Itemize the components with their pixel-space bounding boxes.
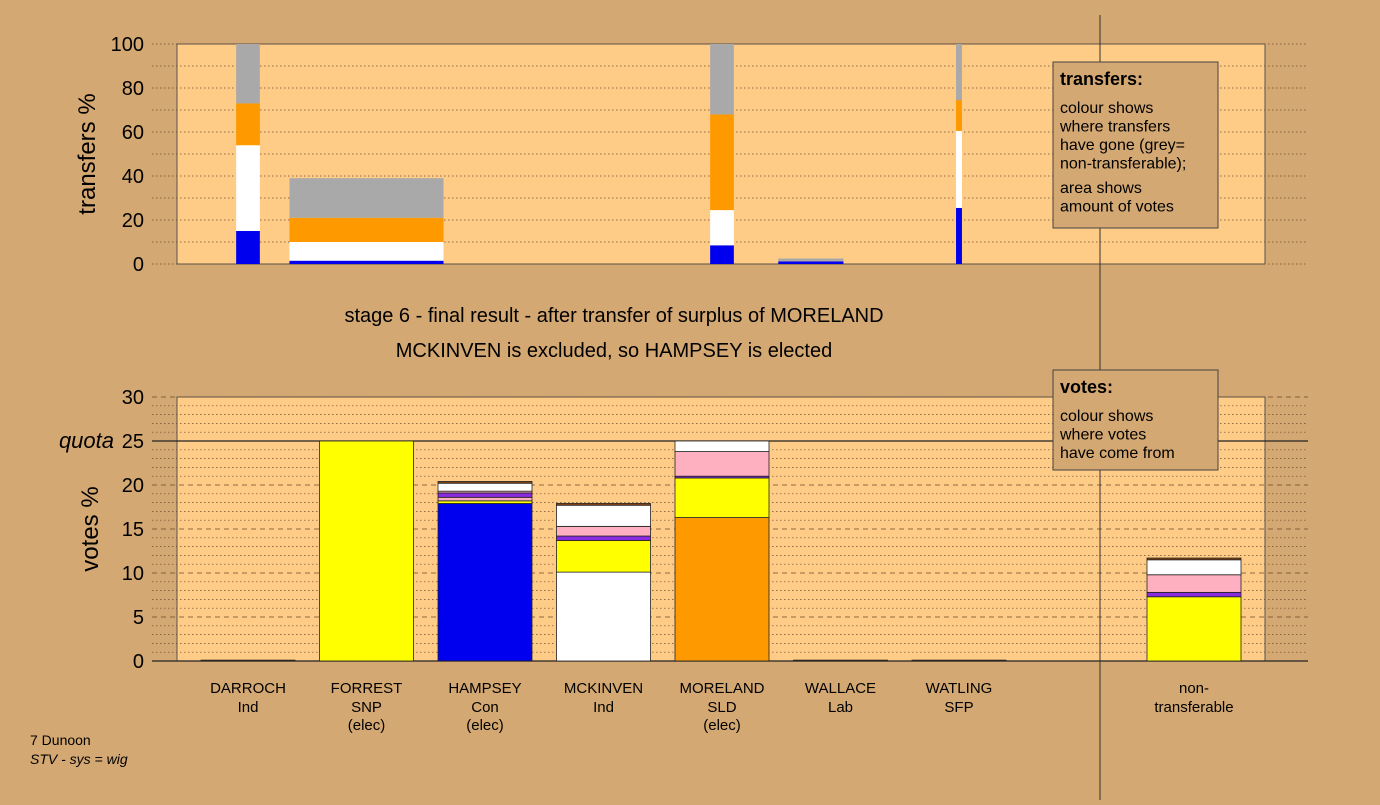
vote-bar-hampsey-segment-blue [437,503,533,662]
candidate-party-label: SNP [351,699,382,716]
transfer-bar-segment-orange [956,100,962,131]
candidate-name-label: DARROCH [210,680,286,697]
votes-tick-label: 10 [122,563,144,585]
transfer-bar-segment-blue [778,261,844,264]
stage-title: stage 6 - final result - after transfer … [344,305,883,327]
vote-bar-moreland-segment-yellow [674,477,770,518]
transfer-bar-segment-grey [289,178,444,218]
votes-legend-line: where votes [1059,427,1146,444]
transfer-bar-segment-blue [236,231,260,264]
vote-bar-mckinven-segment-yellow [556,540,651,573]
vote-bar-moreland-segment-pink [674,451,770,477]
transfers-legend-line: where transfers [1059,119,1170,136]
transfers-tick-label: 100 [111,34,144,56]
vote-bar-mckinven-segment-brown [556,503,651,506]
votes-legend-line: have come from [1060,445,1175,462]
transfers-y-axis-label: transfers % [74,93,101,214]
candidate-party-label: Lab [828,699,853,716]
transfer-bar-segment-white [236,145,260,231]
transfers-legend-title: transfers: [1060,69,1143,89]
transfers-tick-label: 80 [122,78,144,100]
vote-bar-nontransferable-segment-brown [1146,557,1242,561]
votes-legend-title: votes: [1060,377,1113,397]
votes-tick-label: 30 [122,387,144,409]
vote-bar-nontransferable-segment-purple [1146,591,1242,598]
vote-bar-mckinven-segment-white [556,504,651,527]
candidate-party-label: SFP [944,699,973,716]
transfer-bar-segment-white [956,130,962,208]
vote-bar-forrest-segment-yellow [319,440,414,662]
stage-subtitle: MCKINVEN is excluded, so HAMPSEY is elec… [396,340,832,362]
transfers-legend-line: colour shows [1060,100,1153,117]
vote-bar-moreland-segment-white [674,440,770,452]
transfer-bar-segment-orange [289,217,444,242]
vote-bar-mckinven-segment-pink [556,525,651,537]
votes-tick-label: 5 [133,607,144,629]
vote-bar-wallace-segment-brown [793,659,888,662]
transfer-bar-segment-white [289,242,444,261]
candidate-name-label: MCKINVEN [564,680,643,697]
footer-district: 7 Dunoon [30,732,91,748]
transfer-bar-segment-white [710,210,734,246]
transfer-bar-segment-grey [956,44,962,101]
footer-system: STV - sys = wig [30,751,128,767]
votes-tick-label: 25 [122,431,144,453]
transfers-tick-label: 40 [122,166,144,188]
transfers-tick-label: 20 [122,210,144,232]
vote-bar-nontransferable-segment-white [1146,559,1242,576]
transfer-bar-segment-orange [710,114,734,211]
vote-bar-watling-segment-brown [911,659,1007,662]
votes-tick-label: 15 [122,519,144,541]
candidate-name-label: WALLACE [805,680,876,697]
candidate-name-label: MORELAND [679,680,764,697]
transfers-legend-line: area shows [1060,180,1142,197]
vote-bar-darroch-segment-brown [200,659,296,662]
candidate-party-label: Con [471,699,499,716]
candidate-name-label: HAMPSEY [448,680,521,697]
transfer-bar-segment-blue [289,260,444,264]
transfers-legend-line: have gone (grey= [1060,137,1185,154]
nontransferable-label: non- [1179,680,1209,697]
vote-bar-hampsey-segment-pink [437,496,533,502]
candidate-party-label: Ind [238,699,259,716]
transfer-bar-segment-grey [778,258,844,262]
transfers-legend-line: non-transferable); [1060,156,1186,173]
vote-bar-mckinven-segment-white [556,571,651,662]
transfers-tick-label: 0 [133,254,144,276]
transfer-bar-segment-orange [236,103,260,146]
transfers-tick-label: 60 [122,122,144,144]
vote-bar-moreland-segment-orange [674,517,770,662]
vote-bar-nontransferable-segment-yellow [1146,596,1242,662]
transfer-bar-segment-grey [710,44,734,115]
candidate-status-label: (elec) [703,717,741,734]
vote-bar-hampsey-segment-white [437,482,533,492]
votes-tick-label: 20 [122,475,144,497]
vote-bar-hampsey-segment-purple [437,492,533,498]
vote-bar-hampsey-segment-brown [437,481,533,484]
quota-label: quota [59,428,114,453]
candidate-status-label: (elec) [348,717,386,734]
candidate-name-label: WATLING [926,680,993,697]
candidate-party-label: SLD [707,699,736,716]
transfer-bar-segment-blue [710,245,734,264]
vote-bar-mckinven-segment-purple [556,535,651,541]
transfer-bar-segment-grey [236,44,260,104]
transfers-legend-line: amount of votes [1060,199,1174,216]
vote-bar-nontransferable-segment-pink [1146,574,1242,593]
transfer-bar-segment-blue [956,207,962,264]
votes-legend-line: colour shows [1060,408,1153,425]
candidate-party-label: Ind [593,699,614,716]
nontransferable-label: transferable [1154,699,1233,716]
candidate-name-label: FORREST [331,680,403,697]
votes-legend-box [1052,369,1219,471]
candidate-status-label: (elec) [466,717,504,734]
votes-y-axis-label: votes % [77,486,104,571]
votes-tick-label: 0 [133,651,144,673]
transfers-legend-box [1052,61,1219,229]
